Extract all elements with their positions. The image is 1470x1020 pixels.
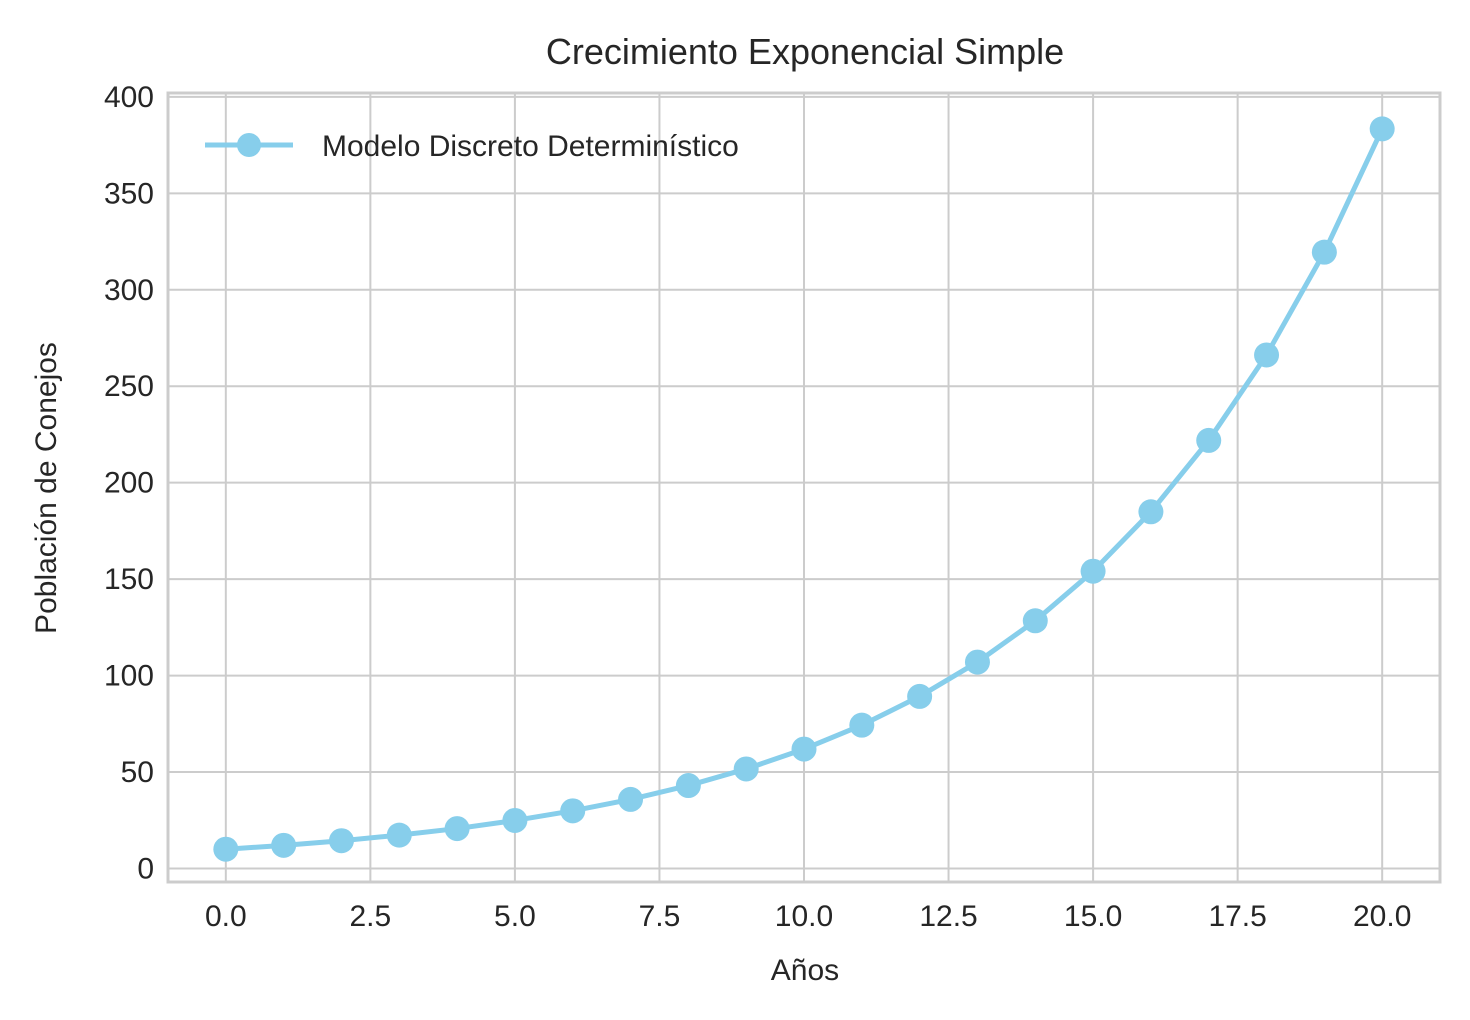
x-tick-label: 20.0: [1353, 900, 1411, 933]
data-point: [560, 798, 586, 824]
data-point: [213, 836, 239, 862]
y-tick-label: 0: [137, 852, 154, 885]
y-tick-label: 400: [104, 81, 154, 114]
grid: [168, 93, 1440, 882]
y-tick-label: 50: [121, 756, 154, 789]
x-tick-label: 15.0: [1064, 900, 1122, 933]
data-point: [964, 649, 990, 675]
x-tick-label: 17.5: [1208, 900, 1266, 933]
x-tick-label: 10.0: [775, 900, 833, 933]
x-tick-label: 12.5: [919, 900, 977, 933]
x-tick-label: 2.5: [350, 900, 392, 933]
data-point: [675, 773, 701, 799]
data-point: [1138, 499, 1164, 525]
data-point: [849, 712, 875, 738]
x-tick-label: 5.0: [494, 900, 536, 933]
data-point: [1196, 427, 1222, 453]
y-tick-label: 250: [104, 370, 154, 403]
plot-frame: [166, 91, 1442, 884]
data-point: [1022, 608, 1048, 634]
chart-title: Crecimiento Exponencial Simple: [546, 31, 1064, 72]
y-axis-ticks: 0 50 100 150 200 250 300 350 400: [104, 81, 154, 886]
legend-label: Modelo Discreto Determinístico: [322, 130, 739, 163]
data-point: [733, 756, 759, 782]
series-layer: [213, 116, 1395, 862]
data-point: [791, 736, 817, 762]
data-point: [907, 683, 933, 709]
y-tick-label: 200: [104, 467, 154, 500]
x-tick-label: 0.0: [205, 900, 247, 933]
data-point: [1311, 239, 1337, 265]
y-axis-label: Población de Conejos: [30, 342, 63, 634]
x-axis-ticks: 0.0 2.5 5.0 7.5 10.0 12.5 15.0 17.5 20.0: [205, 900, 1411, 933]
data-point: [444, 816, 470, 842]
data-point: [386, 822, 412, 848]
data-point: [328, 828, 354, 854]
y-tick-label: 100: [104, 660, 154, 693]
x-tick-label: 7.5: [639, 900, 681, 933]
data-point: [502, 807, 528, 833]
data-point: [1369, 116, 1395, 142]
data-point: [1080, 558, 1106, 584]
legend-marker: [237, 133, 261, 157]
y-tick-label: 350: [104, 177, 154, 210]
x-axis-label: Años: [771, 954, 839, 987]
data-point: [1254, 342, 1280, 368]
y-tick-label: 300: [104, 274, 154, 307]
data-point: [618, 786, 644, 812]
y-tick-label: 150: [104, 563, 154, 596]
legend: Modelo Discreto Determinístico: [205, 130, 739, 163]
data-point: [271, 832, 297, 858]
